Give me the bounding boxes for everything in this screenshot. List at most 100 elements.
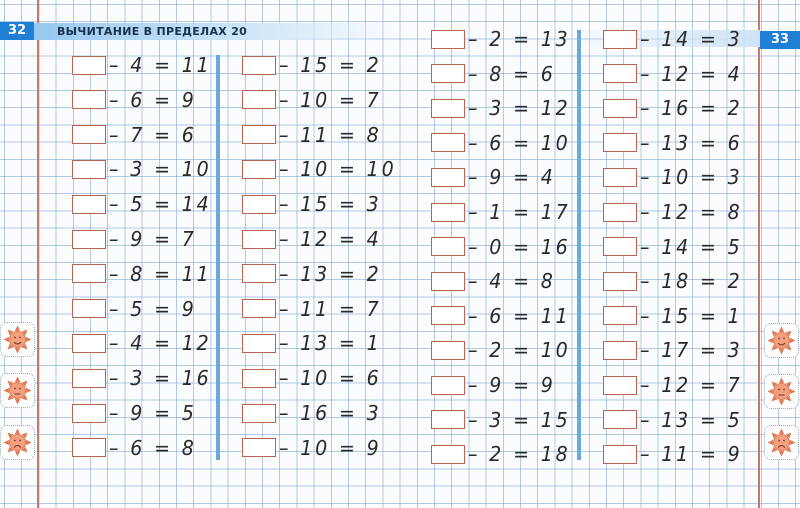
answer-box[interactable] <box>242 299 276 319</box>
equation-row: – 16 = 3 <box>242 401 387 425</box>
equation-text: – 3 = 10 <box>109 157 212 182</box>
equation-row: – 14 = 5 <box>603 234 748 259</box>
equation-text: – 11 = 7 <box>279 296 382 321</box>
answer-box[interactable] <box>242 194 276 214</box>
answer-box[interactable] <box>72 125 106 145</box>
answer-box[interactable] <box>603 167 637 187</box>
answer-box[interactable] <box>72 438 106 458</box>
equation-text: – 10 = 10 <box>279 157 397 182</box>
equation-row: – 13 = 2 <box>242 262 387 286</box>
equation-text: – 9 = 4 <box>468 165 556 190</box>
answer-box[interactable] <box>431 98 465 118</box>
sun-sad-icon[interactable] <box>764 425 799 460</box>
equation-row: – 11 = 9 <box>603 442 748 466</box>
answer-box[interactable] <box>72 368 106 388</box>
answer-box[interactable] <box>603 29 637 49</box>
equation-row: – 12 = 7 <box>603 373 748 397</box>
answer-box[interactable] <box>72 333 106 353</box>
answer-box[interactable] <box>603 98 637 118</box>
answer-box[interactable] <box>72 90 106 110</box>
equation-text: – 15 = 2 <box>279 53 382 77</box>
answer-box[interactable] <box>72 229 106 249</box>
answer-box[interactable] <box>603 64 637 84</box>
equation-text: – 13 = 6 <box>640 130 743 155</box>
equation-row: – 2 = 13 <box>431 27 576 51</box>
answer-box[interactable] <box>72 55 106 75</box>
answer-box[interactable] <box>431 340 465 360</box>
answer-box[interactable] <box>603 271 637 291</box>
answer-box[interactable] <box>72 159 106 179</box>
equation-text: – 10 = 7 <box>279 87 382 112</box>
equation-row: – 14 = 3 <box>603 27 748 51</box>
equation-row: – 9 = 5 <box>72 401 201 425</box>
answer-box[interactable] <box>603 237 637 257</box>
equation-row: – 9 = 7 <box>72 227 201 251</box>
equation-row: – 10 = 7 <box>242 87 387 112</box>
sun-sad-icon[interactable] <box>0 425 35 460</box>
answer-box[interactable] <box>431 410 465 430</box>
sun-neutral-icon[interactable] <box>0 373 35 408</box>
answer-box[interactable] <box>72 194 106 214</box>
equation-text: – 5 = 9 <box>109 296 197 321</box>
equation-row: – 10 = 6 <box>242 366 387 391</box>
equation-row: – 10 = 3 <box>603 165 748 189</box>
equation-text: – 10 = 6 <box>279 366 382 391</box>
answer-box[interactable] <box>603 444 637 464</box>
equation-row: – 4 = 11 <box>72 53 217 77</box>
equation-row: – 12 = 4 <box>242 227 387 251</box>
answer-box[interactable] <box>431 202 465 222</box>
equation-text: – 4 = 12 <box>109 331 212 356</box>
equation-row: – 6 = 8 <box>72 436 201 460</box>
equation-text: – 14 = 5 <box>640 234 743 259</box>
answer-box[interactable] <box>242 90 276 110</box>
equation-row: – 2 = 10 <box>431 338 576 362</box>
answer-box[interactable] <box>242 438 276 458</box>
answer-box[interactable] <box>242 368 276 388</box>
answer-box[interactable] <box>603 306 637 326</box>
answer-box[interactable] <box>72 264 106 284</box>
equation-text: – 2 = 13 <box>468 27 571 51</box>
sun-neutral-icon[interactable] <box>764 374 799 409</box>
answer-box[interactable] <box>242 229 276 249</box>
answer-box[interactable] <box>431 167 465 187</box>
answer-box[interactable] <box>603 133 637 153</box>
equation-row: – 15 = 2 <box>242 53 387 77</box>
answer-box[interactable] <box>603 410 637 430</box>
right-page-number: 33 <box>760 31 800 49</box>
answer-box[interactable] <box>242 264 276 284</box>
answer-box[interactable] <box>431 375 465 395</box>
answer-box[interactable] <box>242 403 276 423</box>
equation-row: – 0 = 16 <box>431 235 576 259</box>
equation-text: – 16 = 3 <box>279 401 382 425</box>
answer-box[interactable] <box>431 133 465 153</box>
equation-row: – 4 = 12 <box>72 331 217 356</box>
sun-happy-icon[interactable] <box>0 322 35 357</box>
equation-row: – 6 = 10 <box>431 131 576 155</box>
answer-box[interactable] <box>242 159 276 179</box>
answer-box[interactable] <box>72 403 106 423</box>
equation-row: – 13 = 6 <box>603 130 748 155</box>
equation-text: – 18 = 2 <box>640 269 743 294</box>
answer-box[interactable] <box>431 444 465 464</box>
answer-box[interactable] <box>431 237 465 257</box>
answer-box[interactable] <box>603 202 637 222</box>
equation-text: – 3 = 16 <box>109 366 212 391</box>
answer-box[interactable] <box>603 340 637 360</box>
sun-happy-icon[interactable] <box>764 323 799 358</box>
answer-box[interactable] <box>603 375 637 395</box>
answer-box[interactable] <box>72 299 106 319</box>
column-divider-right <box>577 30 581 460</box>
equation-text: – 12 = 8 <box>640 200 743 224</box>
equation-text: – 15 = 3 <box>279 192 382 217</box>
equation-row: – 9 = 4 <box>431 165 560 190</box>
equation-text: – 16 = 2 <box>640 96 743 121</box>
answer-box[interactable] <box>242 333 276 353</box>
answer-box[interactable] <box>431 29 465 49</box>
equation-row: – 12 = 8 <box>603 200 748 224</box>
answer-box[interactable] <box>242 55 276 75</box>
answer-box[interactable] <box>242 125 276 145</box>
answer-box[interactable] <box>431 306 465 326</box>
equation-text: – 6 = 11 <box>468 303 571 328</box>
answer-box[interactable] <box>431 64 465 84</box>
answer-box[interactable] <box>431 271 465 291</box>
